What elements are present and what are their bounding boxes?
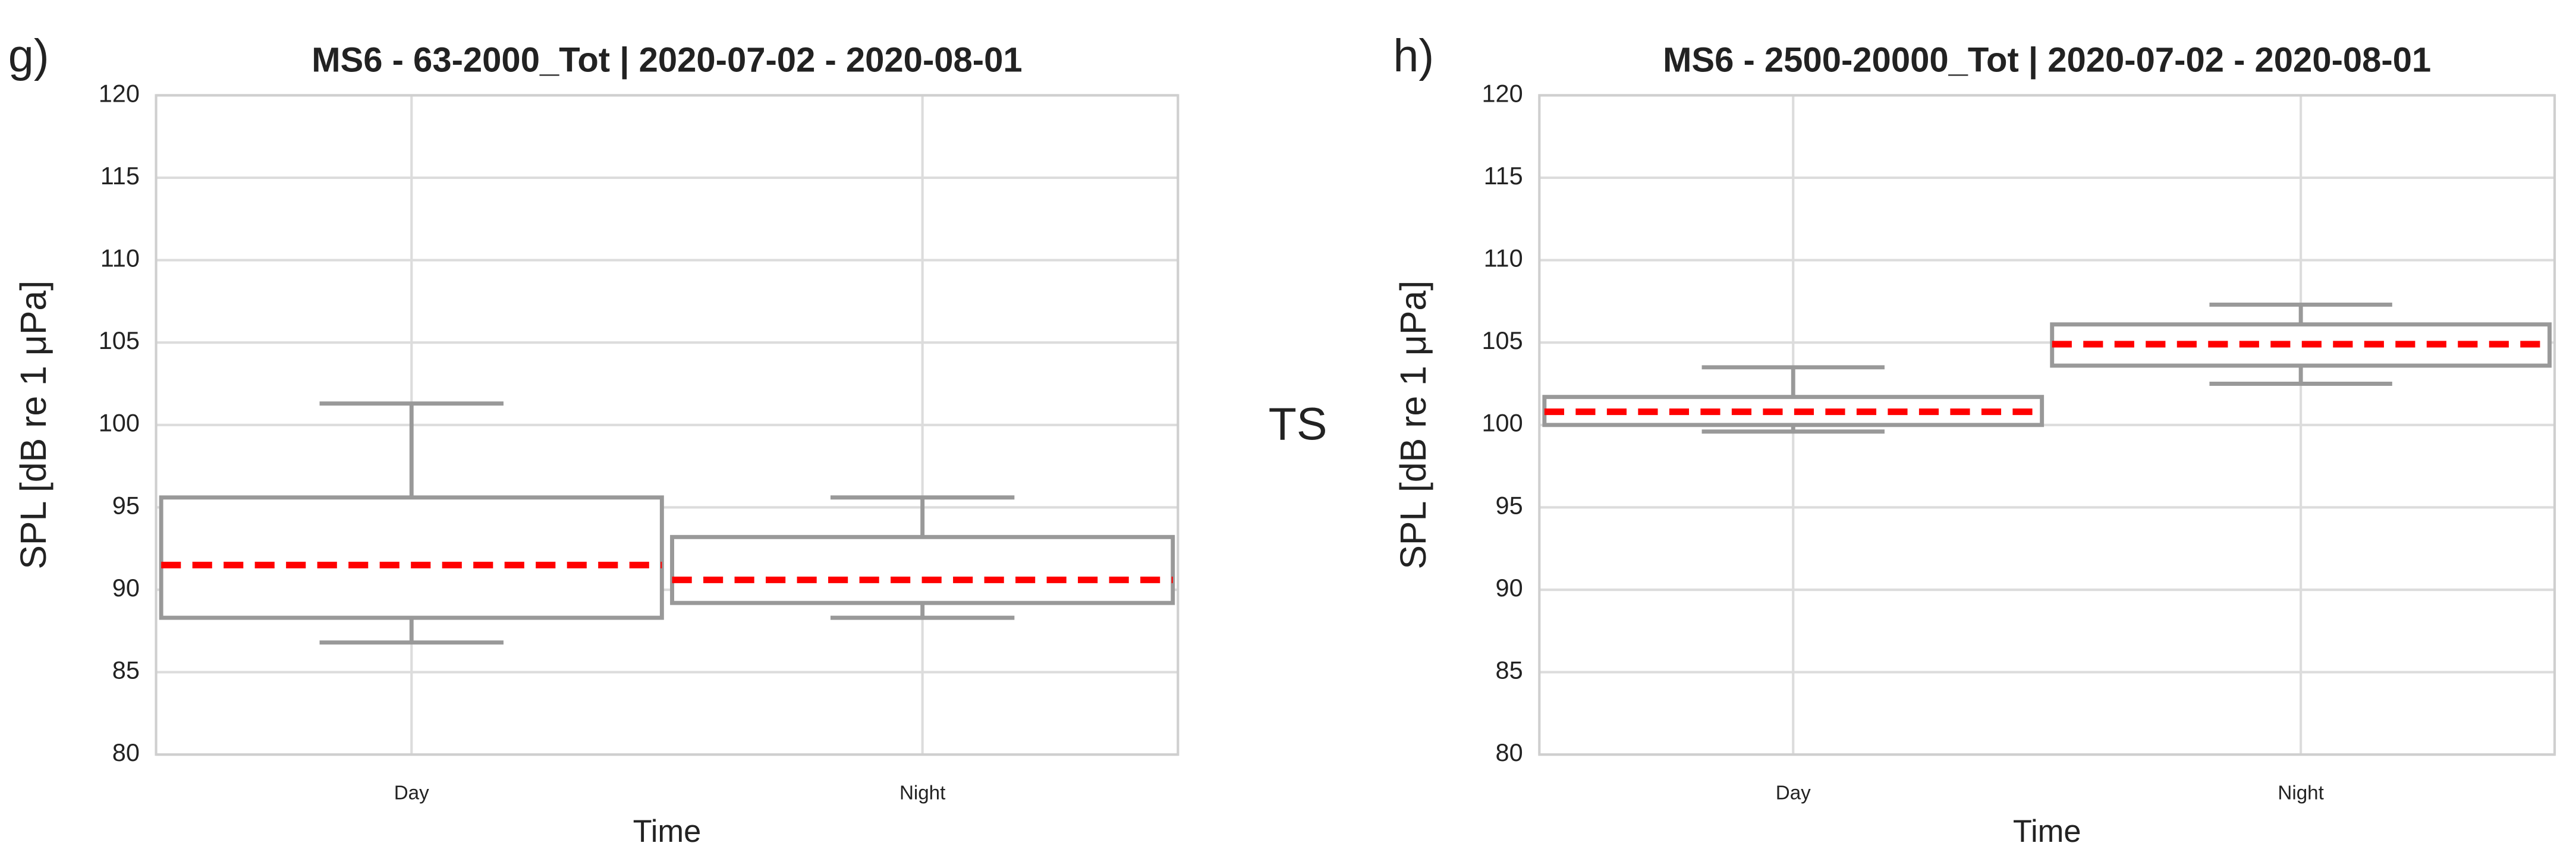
plot-frame xyxy=(155,94,1180,756)
y-tick-label: 90 xyxy=(112,574,140,602)
y-tick-label: 95 xyxy=(112,491,140,519)
chart-title: MS6 - 63-2000_Tot | 2020-07-02 - 2020-08… xyxy=(312,40,1022,79)
y-tick-label: 105 xyxy=(1482,326,1523,354)
x-tick-label: Night xyxy=(899,782,945,804)
x-tick-label: Night xyxy=(2278,782,2323,804)
y-tick-label: 95 xyxy=(1496,491,1523,519)
y-tick-label: 120 xyxy=(1482,79,1523,107)
y-tick-label: 85 xyxy=(112,656,140,684)
x-axis-label: Time xyxy=(633,814,702,849)
chart-title: MS6 - 2500-20000_Tot | 2020-07-02 - 2020… xyxy=(1663,40,2431,79)
box xyxy=(159,495,664,620)
y-tick-label: 100 xyxy=(1482,409,1523,437)
y-tick-label: 80 xyxy=(1496,738,1523,766)
box xyxy=(670,534,1175,605)
y-tick-label: 110 xyxy=(100,244,140,272)
y-tick-label: 80 xyxy=(112,738,140,766)
x-axis-label: Time xyxy=(2013,814,2081,849)
y-axis-label: SPL [dB re 1 μPa] xyxy=(13,281,54,570)
y-tick-label: 110 xyxy=(1484,244,1523,272)
y-tick-label: 120 xyxy=(99,79,140,107)
y-tick-label: 115 xyxy=(100,162,140,190)
y-tick-label: 100 xyxy=(99,409,140,437)
y-tick-label: 115 xyxy=(1484,162,1523,190)
y-tick-label: 105 xyxy=(99,326,140,354)
y-tick-label: 85 xyxy=(1496,656,1523,684)
y-tick-label: 90 xyxy=(1496,574,1523,602)
annotation: TS xyxy=(1269,398,1328,449)
plot-frame xyxy=(1538,94,2556,756)
panel-label: h) xyxy=(1393,30,1434,81)
x-tick-label: Day xyxy=(394,782,429,804)
y-axis-label: SPL [dB re 1 μPa] xyxy=(1393,281,1433,570)
panel-label: g) xyxy=(8,30,49,81)
x-tick-label: Day xyxy=(1776,782,1811,804)
